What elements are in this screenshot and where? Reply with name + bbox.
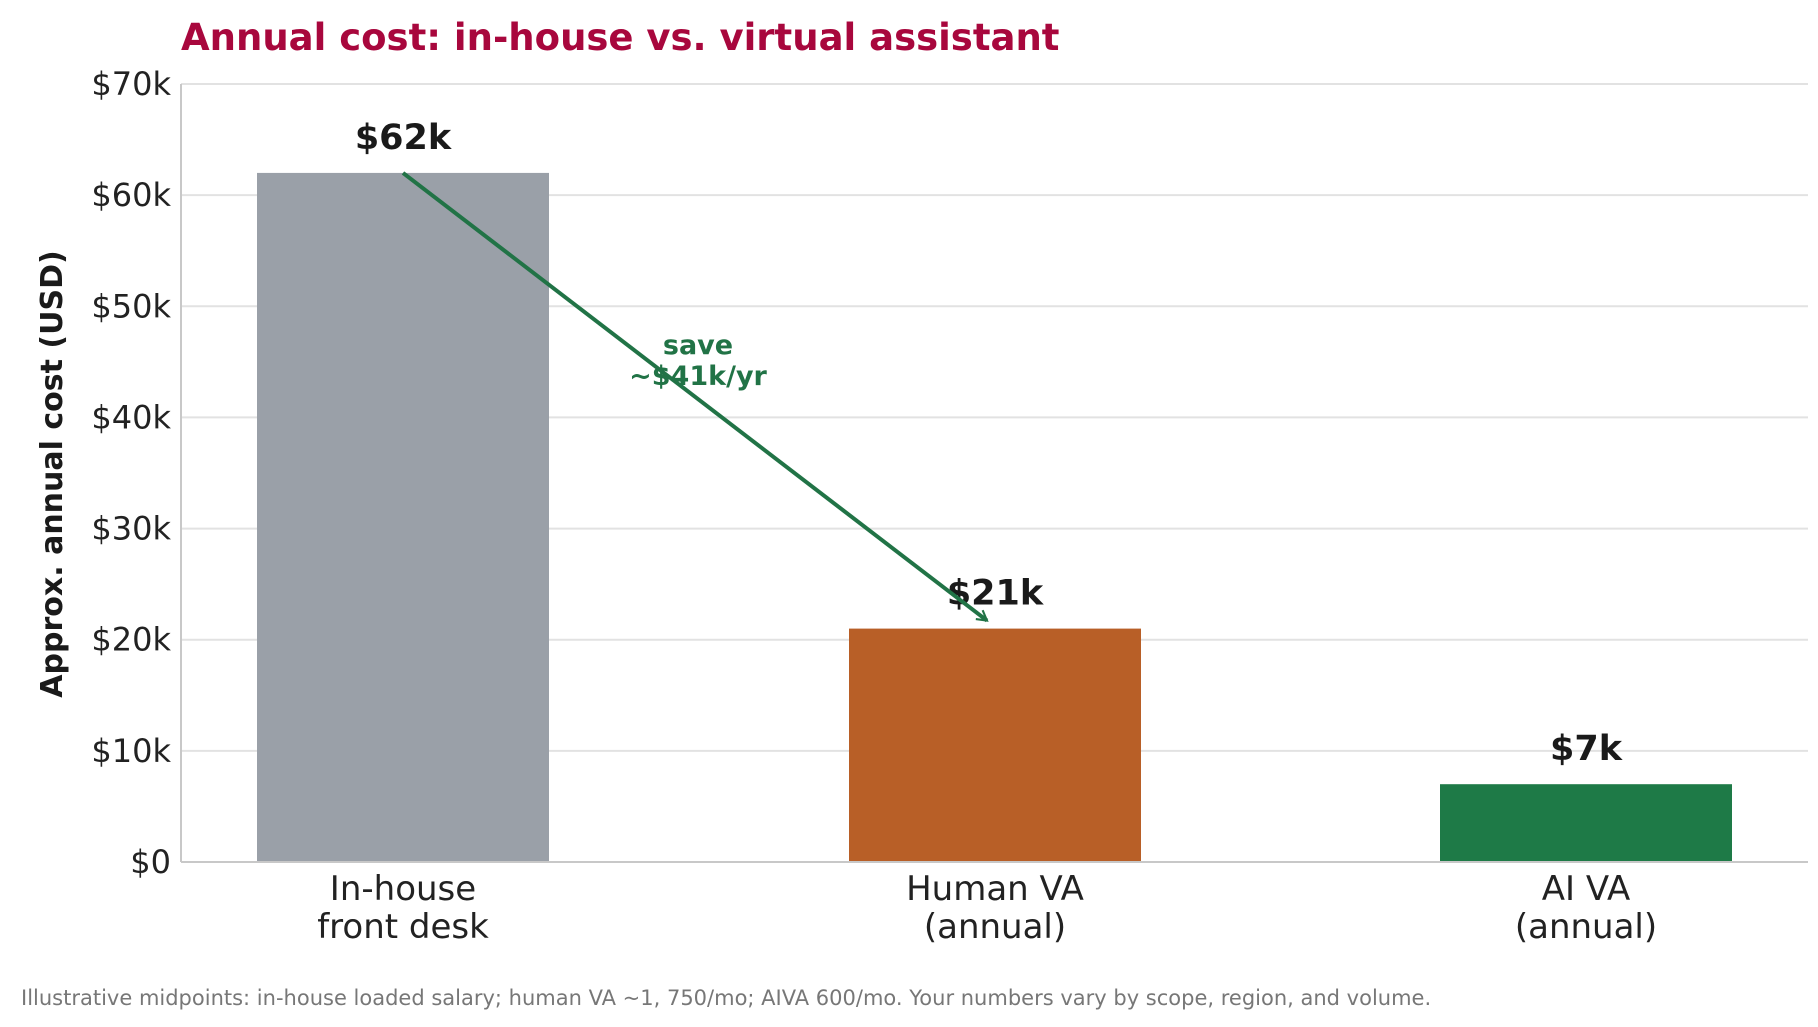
y-tick-label: $10k (91, 732, 171, 770)
data-label: $21k (947, 574, 1044, 614)
bars (257, 172, 1732, 862)
y-tick-label: $0 (130, 843, 171, 881)
bar (257, 172, 549, 862)
x-tick-label: In-house front desk (317, 869, 489, 947)
axes (180, 84, 1808, 863)
x-tick-label: AI VA (annual) (1515, 869, 1657, 947)
chart-title: Annual cost: in-house vs. virtual assist… (181, 16, 1060, 59)
y-tick-label: $60k (91, 176, 171, 214)
data-label: $62k (355, 118, 452, 158)
data-labels: $62k $21k $7k (355, 118, 1623, 769)
y-tick-label: $30k (91, 510, 171, 548)
y-tick-label: $50k (91, 287, 171, 325)
x-tick-label: Human VA (annual) (906, 869, 1084, 947)
y-tick-label: $70k (91, 65, 171, 103)
savings-arrow (401, 171, 989, 623)
data-label: $7k (1550, 729, 1623, 769)
y-tick-label: $20k (91, 621, 171, 659)
x-tick-labels: In-house front desk Human VA (annual) AI VA(… (317, 869, 1657, 947)
footnote: Illustrative midpoints: in-house loaded … (21, 986, 1431, 1010)
y-axis-label: Approx. annual cost (USD) (35, 250, 70, 697)
y-tick-labels: $0 $10k $20k $30k $40k $50k $60k $70k (91, 65, 171, 881)
y-tick-label: $40k (91, 398, 171, 436)
savings-annotation-text: save ~$41k/yr (629, 330, 767, 392)
bar (849, 628, 1141, 862)
bar (1440, 784, 1732, 862)
savings-annotation: save ~$41k/yr (401, 171, 989, 623)
